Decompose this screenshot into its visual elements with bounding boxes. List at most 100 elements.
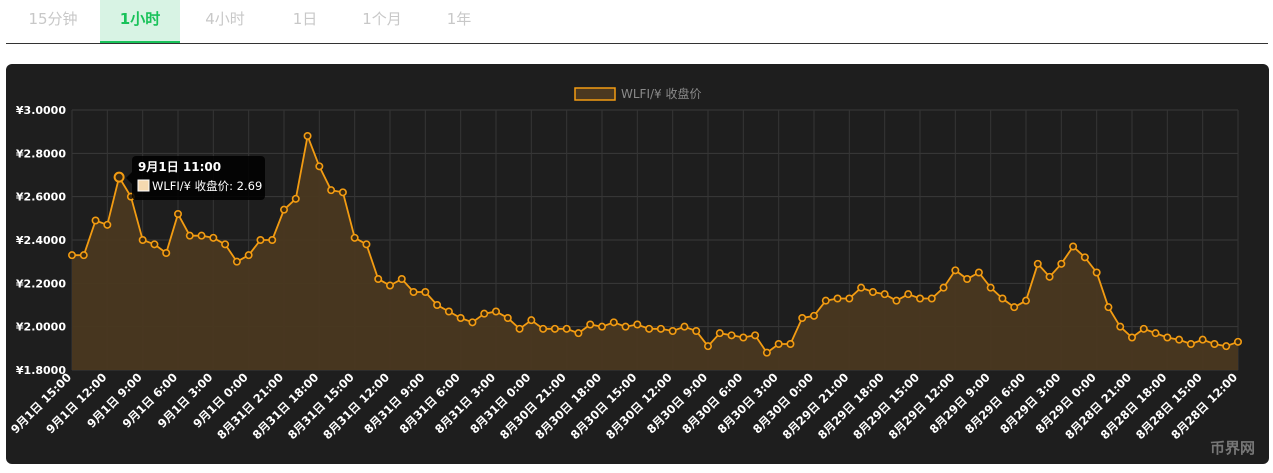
data-point — [491, 307, 500, 316]
data-point — [1057, 259, 1066, 268]
data-point — [1210, 339, 1219, 348]
data-point — [1198, 335, 1207, 344]
data-point — [680, 322, 689, 331]
data-point — [821, 296, 830, 305]
data-point — [503, 314, 512, 323]
data-point — [1222, 342, 1231, 351]
tooltip-value: WLFI/¥ 收盘价: 2.69 — [152, 179, 262, 193]
y-tick-label: ¥2.8000 — [16, 147, 66, 160]
data-point — [374, 275, 383, 284]
data-point — [904, 290, 913, 299]
tab-1day[interactable]: 1日 — [292, 10, 318, 28]
tab-1month[interactable]: 1个月 — [362, 10, 402, 28]
y-tick-label: ¥2.0000 — [16, 321, 66, 334]
data-point — [338, 188, 347, 197]
data-point — [1033, 259, 1042, 268]
data-point — [185, 231, 194, 240]
price-chart[interactable]: ¥3.0000 ¥2.8000 ¥2.6000 ¥2.4000 ¥2.2000 ¥2.00… — [6, 64, 1269, 464]
tab-4hour[interactable]: 4小时 — [205, 10, 245, 28]
data-point — [138, 236, 147, 245]
data-point — [256, 236, 265, 245]
data-point — [1104, 303, 1113, 312]
x-tick-label: 9月1日 15:00 — [8, 370, 74, 436]
data-point — [739, 333, 748, 342]
data-point — [609, 318, 618, 327]
data-point — [845, 294, 854, 303]
data-point — [645, 324, 654, 333]
data-point — [986, 283, 995, 292]
data-point — [1021, 296, 1030, 305]
data-point — [268, 236, 277, 245]
data-point — [91, 216, 100, 225]
data-point — [963, 275, 972, 284]
data-point — [409, 288, 418, 297]
y-tick-label: ¥3.0000 — [16, 104, 66, 117]
data-point — [786, 339, 795, 348]
data-point — [79, 251, 88, 260]
data-point — [1069, 242, 1078, 251]
series-line — [72, 132, 1239, 354]
data-point — [1045, 272, 1054, 281]
y-tick-label: ¥1.8000 — [16, 364, 66, 377]
data-point — [468, 318, 477, 327]
data-point — [1163, 333, 1172, 342]
data-point — [1092, 268, 1101, 277]
tab-15min[interactable]: 15分钟 — [28, 10, 78, 28]
data-point — [421, 288, 430, 297]
data-point — [833, 294, 842, 303]
data-point — [209, 233, 218, 242]
data-point — [1139, 324, 1148, 333]
data-point — [279, 205, 288, 214]
data-point — [809, 311, 818, 320]
data-point — [939, 283, 948, 292]
series-area-fill — [72, 136, 1238, 370]
tab-1year[interactable]: 1年 — [446, 10, 472, 28]
data-point — [232, 257, 241, 266]
data-point — [1175, 335, 1184, 344]
data-point — [633, 320, 642, 329]
data-point — [444, 307, 453, 316]
data-point — [621, 322, 630, 331]
data-point — [362, 240, 371, 249]
data-point — [927, 294, 936, 303]
data-point — [150, 240, 159, 249]
data-point — [433, 301, 442, 310]
data-point — [539, 324, 548, 333]
data-point — [480, 309, 489, 318]
data-point — [586, 320, 595, 329]
data-point — [1116, 322, 1125, 331]
y-tick-label: ¥2.4000 — [16, 234, 66, 247]
data-point — [244, 251, 253, 260]
data-point — [868, 288, 877, 297]
data-point — [656, 324, 665, 333]
data-point — [174, 210, 183, 219]
data-point — [1010, 303, 1019, 312]
data-point — [562, 324, 571, 333]
data-point — [1128, 333, 1137, 342]
data-point — [103, 220, 112, 229]
data-point — [385, 281, 394, 290]
legend-label: WLFI/¥ 收盘价 — [621, 86, 702, 101]
y-tick-label: ¥2.6000 — [16, 191, 66, 204]
data-point — [692, 326, 701, 335]
data-point — [668, 326, 677, 335]
data-point — [1234, 337, 1243, 346]
tab-1hour[interactable]: 1小时 — [100, 0, 180, 43]
data-point — [550, 324, 559, 333]
tooltip-swatch — [137, 179, 150, 192]
tooltip-title: 9月1日 11:00 — [138, 160, 221, 174]
data-point — [703, 342, 712, 351]
data-point — [880, 290, 889, 299]
data-point — [798, 314, 807, 323]
data-point — [67, 251, 76, 260]
data-point — [762, 348, 771, 357]
data-point — [291, 194, 300, 203]
data-point — [1080, 253, 1089, 262]
data-point — [974, 268, 983, 277]
active-data-point — [113, 171, 125, 183]
tooltip-box — [132, 156, 265, 200]
y-tick-label: ¥2.2000 — [16, 277, 66, 290]
data-point — [915, 294, 924, 303]
tooltip-caret — [126, 172, 132, 184]
data-point — [574, 329, 583, 338]
